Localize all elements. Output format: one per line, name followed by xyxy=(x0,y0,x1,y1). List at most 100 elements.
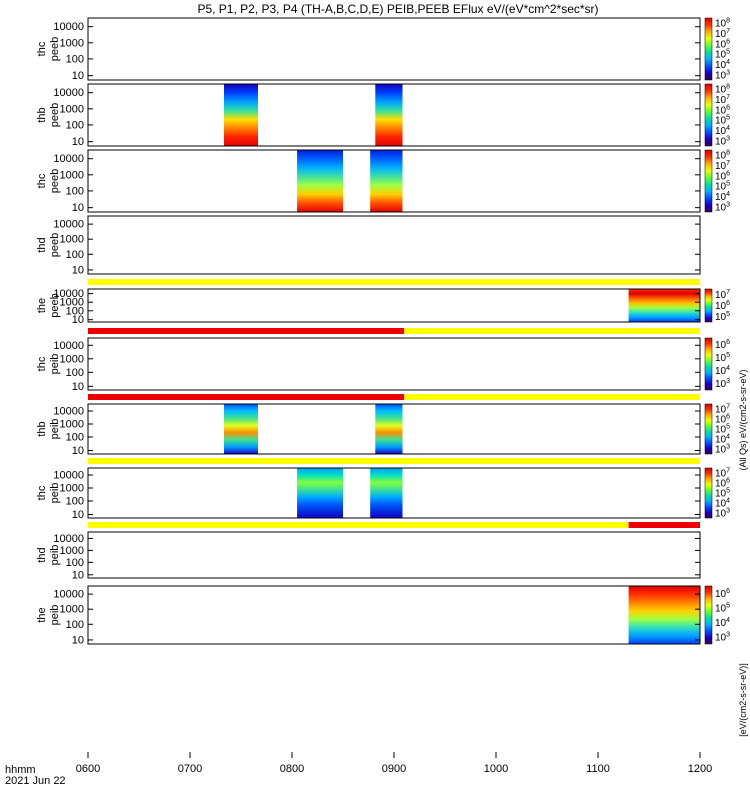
panel-frame-8 xyxy=(87,467,701,519)
panel-label-probe-3: thc xyxy=(36,173,48,188)
x-tick-label-6: 1100 xyxy=(586,763,610,775)
spectrogram-block-3-2 xyxy=(370,150,403,212)
spectrogram-block-7-2 xyxy=(375,404,403,454)
y-tick-label-3-2: 100 xyxy=(66,185,84,197)
colorbar-tick-7-5: 103 xyxy=(715,444,730,456)
colorbar-tick-6-1: 106 xyxy=(715,339,730,351)
y-tick-label-2-2: 100 xyxy=(66,119,84,131)
spectrogram-block-8-2 xyxy=(370,468,403,518)
panel-label-probe-4: thd xyxy=(36,237,48,252)
panel-frame-6 xyxy=(87,337,701,391)
y-tick-label-5-4: 10000 xyxy=(53,288,84,300)
colorbar-tick-6-3: 104 xyxy=(715,365,730,377)
colorbar-8 xyxy=(704,467,713,519)
y-tick-label-6-2: 100 xyxy=(66,367,84,379)
panel-label-product-10: peib xyxy=(49,605,61,626)
panel-label-probe-2: thb xyxy=(36,107,48,122)
panel-label-product-8: peib xyxy=(49,483,61,504)
y-tick-label-2-3: 1000 xyxy=(60,103,84,115)
panel-label-probe-8: thc xyxy=(36,485,48,500)
y-tick-label-5-3: 1000 xyxy=(60,297,84,309)
y-tick-label-5-2: 100 xyxy=(66,305,84,317)
spectrogram-block-10-1 xyxy=(628,586,700,644)
y-tick-label-9-1: 10 xyxy=(72,569,84,581)
y-tick-label-8-3: 1000 xyxy=(60,483,84,495)
colorbar-tick-10-2: 105 xyxy=(715,602,730,614)
x-tick-label-7: 1200 xyxy=(688,763,712,775)
panel-frame-9 xyxy=(87,531,701,579)
y-tick-label-7-2: 100 xyxy=(66,432,84,444)
y-tick-label-9-2: 100 xyxy=(66,557,84,569)
panel-label-probe-7: thb xyxy=(36,421,48,436)
quality-bar-segment-8-1 xyxy=(88,458,700,464)
panel-frame-2 xyxy=(87,83,701,147)
panel-label-probe-6: thc xyxy=(36,356,48,371)
colorbar-tick-10-4: 103 xyxy=(715,631,730,643)
panel-label-product-3: peeb xyxy=(49,169,61,193)
panel-frame-1 xyxy=(87,17,701,81)
y-tick-label-10-4: 10000 xyxy=(53,589,84,601)
y-tick-label-1-4: 10000 xyxy=(53,21,84,33)
panel-label-probe-9: thd xyxy=(36,547,48,562)
y-tick-label-7-4: 10000 xyxy=(53,406,84,418)
panel-label-product-1: peeb xyxy=(49,37,61,61)
y-tick-label-6-3: 1000 xyxy=(60,353,84,365)
spectrogram-block-3-1 xyxy=(297,150,343,212)
y-tick-label-3-1: 10 xyxy=(72,202,84,214)
panel-frame-3 xyxy=(87,149,701,213)
y-tick-label-4-1: 10 xyxy=(72,264,84,276)
date-label: 2021 Jun 22 xyxy=(5,775,66,787)
y-tick-label-10-3: 1000 xyxy=(60,604,84,616)
quality-bar-segment-6-1 xyxy=(88,328,405,334)
colorbar-3 xyxy=(704,149,713,213)
y-tick-label-1-2: 100 xyxy=(66,53,84,65)
y-tick-label-7-1: 10 xyxy=(72,445,84,457)
y-tick-label-1-1: 10 xyxy=(72,70,84,82)
panel-label-product-5: peeb xyxy=(49,293,61,317)
quality-bar-segment-7-2 xyxy=(404,394,700,400)
chart-title: P5, P1, P2, P3, P4 (TH-A,B,C,D,E) PEIB,P… xyxy=(197,2,598,16)
colorbar-tick-3-6: 103 xyxy=(715,201,730,213)
panel-label-product-7: peib xyxy=(49,419,61,440)
panel-10: 10 100 1000 10000 the peib 106 105 104 103 xyxy=(36,585,730,646)
colorbar-1 xyxy=(704,17,713,81)
quality-bar-segment-6-2 xyxy=(404,328,700,334)
quality-bar-segment-9-1 xyxy=(88,522,629,528)
y-tick-label-10-2: 100 xyxy=(66,619,84,631)
quality-bar-segment-7-1 xyxy=(88,394,405,400)
panel-label-probe-10: the xyxy=(36,607,48,622)
colorbar-tick-6-2: 105 xyxy=(715,352,730,364)
colorbar-6 xyxy=(704,337,713,391)
y-tick-label-7-3: 1000 xyxy=(60,419,84,431)
spectrogram-block-8-1 xyxy=(297,468,343,518)
colorbar-10 xyxy=(704,585,713,645)
y-tick-label-3-4: 10000 xyxy=(53,153,84,165)
colorbar-tick-6-4: 103 xyxy=(715,378,730,390)
colorbar-2 xyxy=(704,83,713,147)
y-tick-label-8-4: 10000 xyxy=(53,470,84,482)
spectrogram-block-2-2 xyxy=(375,84,403,146)
colorbar-tick-1-6: 103 xyxy=(715,69,730,81)
panel-label-product-4: peeb xyxy=(49,233,61,257)
x-tick-label-4: 0900 xyxy=(382,763,406,775)
x-tick-label-3: 0800 xyxy=(280,763,304,775)
panel-label-probe-5: the xyxy=(36,298,48,313)
y-tick-label-3-3: 1000 xyxy=(60,169,84,181)
colorbar-tick-5-3: 105 xyxy=(715,311,730,323)
spectrogram-block-7-1 xyxy=(224,404,258,454)
panel-label-product-9: peib xyxy=(49,545,61,566)
panel-4: 10 100 1000 10000 thd peeb xyxy=(36,215,701,276)
colorbar-7 xyxy=(704,403,713,455)
spectrogram-block-2-1 xyxy=(224,84,258,146)
y-tick-label-5-1: 10 xyxy=(72,314,84,326)
y-tick-label-8-1: 10 xyxy=(72,509,84,521)
x-tick-label-2: 0700 xyxy=(178,763,202,775)
